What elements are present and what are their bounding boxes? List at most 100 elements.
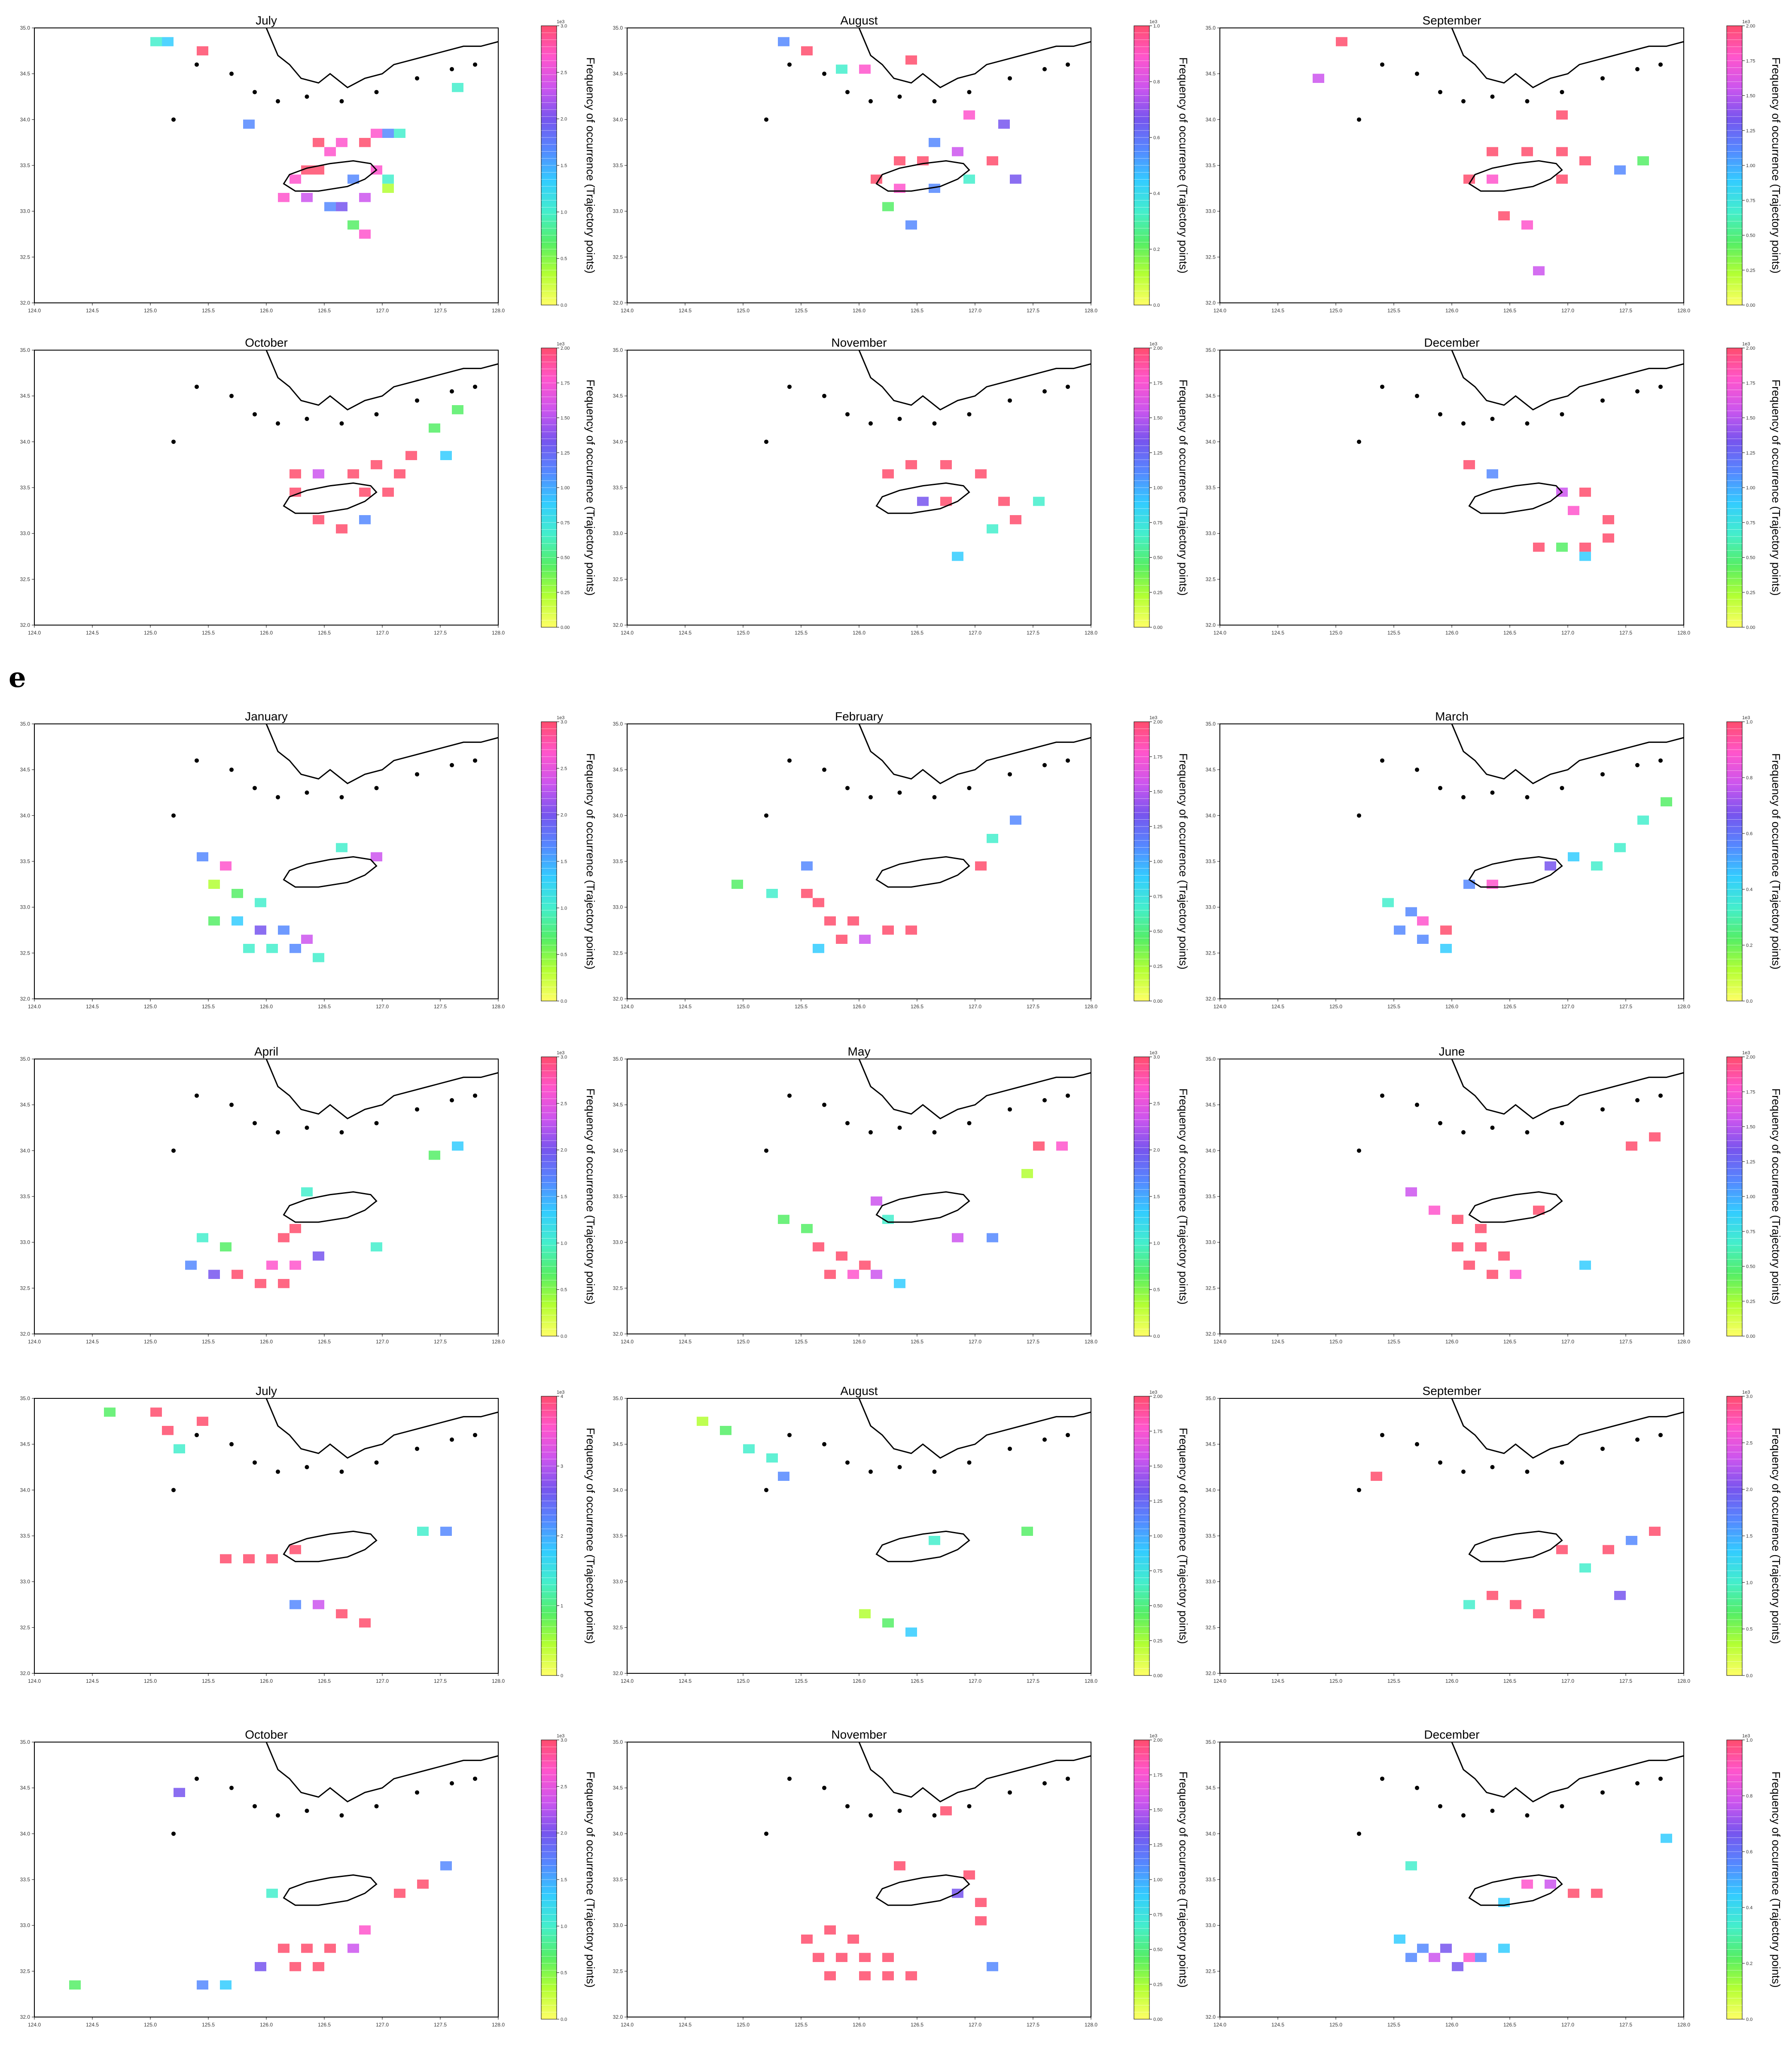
map-panel-march: March 124.0 124.5 125.0 125.5 126.0 126.5 127.0… bbox=[1194, 709, 1787, 1018]
small-island bbox=[339, 1469, 344, 1474]
colorbar-label: Frequency of occurrence (Trajectory poin… bbox=[1177, 379, 1190, 595]
y-tick-label: 33.0 bbox=[1206, 1923, 1216, 1929]
heatmap-cell bbox=[1521, 1880, 1533, 1889]
small-island bbox=[415, 772, 419, 777]
jeju-island-outline bbox=[1468, 1874, 1563, 1906]
heatmap-cell bbox=[1568, 852, 1579, 861]
heatmap-cell bbox=[871, 1196, 882, 1206]
heatmap-cell bbox=[1521, 147, 1533, 156]
heatmap-cell bbox=[1021, 1169, 1033, 1178]
colorbar-tick-label: 1.25 bbox=[561, 451, 570, 456]
small-island bbox=[822, 1102, 826, 1107]
heatmap-cell bbox=[255, 925, 266, 935]
x-tick-label: 126.0 bbox=[853, 1004, 866, 1010]
x-tick-label: 126.5 bbox=[318, 1339, 331, 1345]
small-island bbox=[229, 1785, 234, 1790]
heatmap-cell bbox=[1010, 174, 1021, 184]
small-island bbox=[1042, 67, 1047, 71]
y-tick-label: 33.5 bbox=[20, 1877, 30, 1883]
y-tick-label: 34.5 bbox=[20, 1102, 30, 1108]
x-tick-label: 127.5 bbox=[434, 1678, 447, 1684]
heatmap-cell bbox=[394, 1889, 405, 1898]
y-tick-label: 32.5 bbox=[613, 1285, 623, 1291]
small-island bbox=[1066, 1776, 1070, 1781]
x-tick-label: 128.0 bbox=[1085, 1678, 1097, 1684]
small-island bbox=[1635, 67, 1640, 71]
map-panel-may: May 124.0 124.5 125.0 125.5 126.0 126.5 127.0 12… bbox=[601, 1044, 1194, 1353]
x-tick-label: 125.0 bbox=[144, 1339, 157, 1345]
heatmap-cell bbox=[1056, 1141, 1068, 1151]
colorbar-tick-label: 0.75 bbox=[1746, 1229, 1755, 1234]
colorbar-tick-label: 2.5 bbox=[1153, 1101, 1160, 1106]
heatmap-cell bbox=[1417, 916, 1429, 926]
heatmap-cell bbox=[1440, 925, 1452, 935]
heatmap-cell bbox=[801, 1935, 813, 1944]
coastline bbox=[858, 350, 1091, 411]
heatmap-cell bbox=[1487, 147, 1498, 156]
colorbar-multiplier: 1e3 bbox=[1149, 342, 1157, 347]
colorbar-tick-label: 1.0 bbox=[1746, 1580, 1752, 1585]
heatmap-cell bbox=[778, 37, 789, 46]
colorbar-tick-label: 0.50 bbox=[561, 555, 570, 561]
heatmap-cell bbox=[1429, 1953, 1440, 1962]
x-tick-label: 124.5 bbox=[86, 1678, 99, 1684]
jeju-island-outline bbox=[875, 160, 970, 192]
heatmap-cell bbox=[882, 202, 894, 211]
coastline bbox=[1451, 27, 1684, 88]
small-island bbox=[473, 1093, 477, 1098]
heatmap-cell bbox=[836, 1251, 847, 1261]
heatmap-cell bbox=[859, 1953, 871, 1962]
heatmap-cell bbox=[882, 1971, 894, 1981]
colorbar-tick-label: 1.50 bbox=[1746, 416, 1755, 421]
x-tick-label: 124.0 bbox=[621, 2022, 634, 2028]
heatmap-cell bbox=[1649, 1526, 1661, 1536]
colorbar-tick-label: 0.2 bbox=[1746, 1961, 1752, 1966]
colorbar-tick-label: 1.25 bbox=[1746, 1160, 1755, 1165]
heatmap-cell bbox=[371, 460, 382, 470]
small-island bbox=[1438, 412, 1442, 417]
x-tick-label: 125.0 bbox=[1329, 1004, 1342, 1010]
heatmap-cell bbox=[1649, 1132, 1661, 1141]
heatmap-cell bbox=[1394, 925, 1405, 935]
small-island bbox=[195, 758, 199, 763]
x-tick-label: 128.0 bbox=[1085, 308, 1097, 314]
x-tick-label: 125.0 bbox=[144, 1004, 157, 1010]
heatmap-cell bbox=[963, 110, 975, 120]
y-tick-label: 34.0 bbox=[1206, 439, 1216, 445]
colorbar-tick-label: 2.0 bbox=[561, 117, 567, 122]
small-island bbox=[305, 1126, 309, 1130]
heatmap-cell bbox=[987, 156, 998, 165]
heatmap-cell bbox=[975, 469, 987, 479]
small-island bbox=[1600, 1447, 1605, 1451]
heatmap-cell bbox=[975, 861, 987, 871]
x-tick-label: 127.0 bbox=[376, 308, 389, 314]
small-island bbox=[1042, 1781, 1047, 1785]
small-island bbox=[1380, 1093, 1384, 1098]
heatmap-cell bbox=[359, 138, 371, 147]
y-tick-label: 34.5 bbox=[613, 71, 623, 77]
small-island bbox=[195, 1433, 199, 1437]
heatmap-cell bbox=[778, 1471, 789, 1481]
jeju-island-outline bbox=[875, 856, 970, 888]
x-tick-label: 128.0 bbox=[1677, 308, 1690, 314]
colorbar-tick-label: 1.0 bbox=[561, 1924, 567, 1929]
heatmap-cell bbox=[301, 1187, 313, 1196]
y-tick-label: 33.0 bbox=[20, 1579, 30, 1585]
heatmap-cell bbox=[313, 1600, 324, 1609]
colorbar-tick-label: 1.75 bbox=[561, 381, 570, 386]
y-tick-label: 33.5 bbox=[613, 1193, 623, 1199]
colorbar-tick-label: 0.6 bbox=[1746, 831, 1752, 836]
heatmap-cell bbox=[197, 1233, 208, 1242]
colorbar-tick-label: 2.5 bbox=[561, 766, 567, 771]
colorbar-tick-label: 0.0 bbox=[561, 1334, 567, 1339]
heatmap-cell bbox=[824, 916, 836, 926]
heatmap-cell bbox=[232, 889, 243, 898]
colorbar-tick-label: 1 bbox=[561, 1604, 563, 1609]
heatmap-cell bbox=[1452, 1962, 1463, 1971]
plot-frame bbox=[1219, 27, 1684, 303]
colorbar-tick-label: 1.25 bbox=[1153, 451, 1162, 456]
y-tick-label: 32.0 bbox=[20, 996, 30, 1002]
x-tick-label: 124.0 bbox=[621, 1678, 634, 1684]
y-tick-label: 33.5 bbox=[1206, 485, 1216, 491]
colorbar-tick-label: 1.5 bbox=[1746, 1534, 1752, 1539]
